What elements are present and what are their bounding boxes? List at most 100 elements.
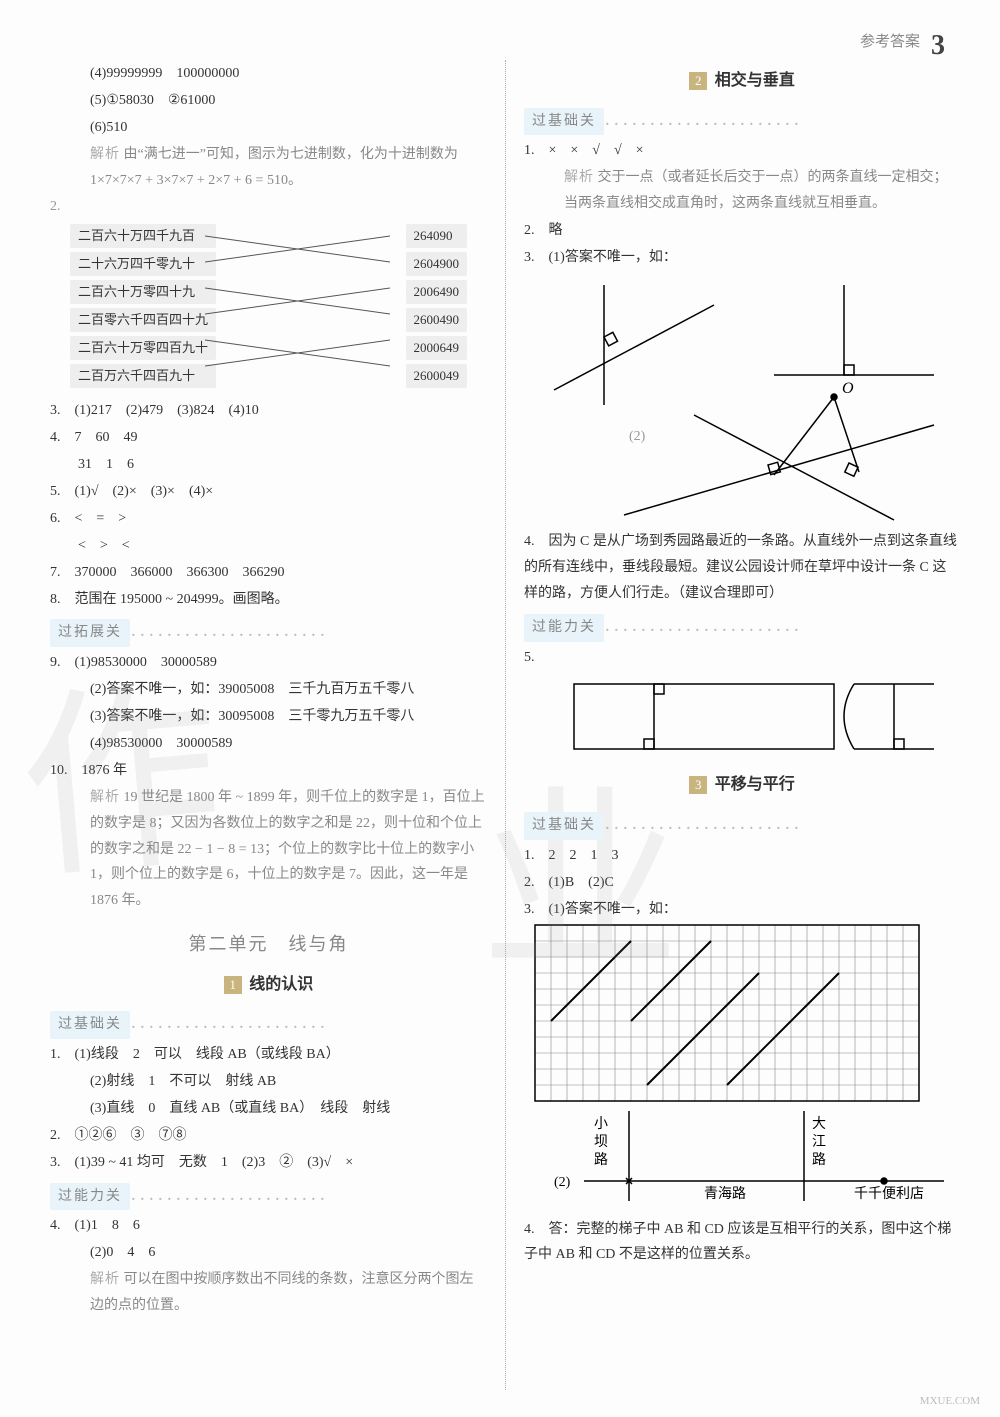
roadmap-svg: 小 坝 路 大 江 路 青海路 千千便利店 (2) [554,1106,954,1216]
explain-label-10: 解析 [90,790,120,805]
rp3: 3. (1)答案不唯一，如： [524,897,960,923]
q8: 8. 范围在 195000 ~ 204999。画图略。 [50,587,487,613]
road-v1a: 小 [594,1116,608,1132]
q6a: 6. < = > [50,506,487,532]
explain-text-4: 可以在图中按顺序数出不同线的条数，注意区分两个图左边的点的位置。 [90,1272,474,1313]
road-map: 小 坝 路 大 江 路 青海路 千千便利店 (2) [554,1106,960,1216]
t1q1b: (2)射线 1 不可以 射线 AB [50,1069,487,1095]
explain-r1: 解析 交于一点（或者延长后交于一点）的两条直线一定相交；当两条直线相交成直角时，… [524,165,960,217]
explain-label: 解析 [90,147,120,162]
t1q2: 2. ①②⑥ ③ ⑦⑧ [50,1123,487,1149]
road-h: 青海路 [704,1186,746,1202]
section-basic-l: 过基础关 [50,1011,130,1039]
dots: ．．．．．．．．．．．．．．．．．．．．．． [130,1017,335,1032]
match-right-item: 2600049 [406,364,468,388]
r3: 3. (1)答案不唯一，如： [524,245,960,271]
dots: ．．．．．．．．．．．．．．．．．．．．．． [604,620,809,635]
q9b: (2)答案不唯一，如：39005008 三千九百万五千零八 [50,677,487,703]
q10a: 10. 1876 年 [50,758,487,784]
geometry-1: O (2) [544,275,960,525]
explain-10: 解析 19 世纪是 1800 年 ~ 1899 年，则千位上的数字是 1，百位上… [50,785,487,914]
topic-1-num: 1 [224,976,242,994]
q2-num: 2. [50,194,70,220]
right-column: 2 相交与垂直 过基础关．．．．．．．．．．．．．．．．．．．．．． 1. × … [505,60,960,1390]
topic-3-num: 3 [689,776,707,794]
t1q4a: 4. (1)1 8 6 [50,1213,487,1239]
t1q1a: 1. (1)线段 2 可以 线段 AB（或线段 BA） [50,1042,487,1068]
t1q1c: (3)直线 0 直线 AB（或直线 BA） 线段 射线 [50,1096,487,1122]
match-left-item: 二百零六千四百四十九 [70,308,216,332]
q5: 5. (1)√ (2)× (3)× (4)× [50,479,487,505]
header-label: 参考答案 [860,34,920,50]
road-v1b: 坝 [594,1134,608,1150]
label-O: O [842,380,854,397]
q7: 7. 370000 366000 366300 366290 [50,560,487,586]
q9a: 9. (1)98530000 30000589 [50,650,487,676]
match-left-item: 二百六十万四千九百 [70,224,216,248]
match-right-item: 264090 [406,224,468,248]
page-number: 3 [931,30,945,62]
road-v2b: 江 [812,1134,826,1150]
road-v1c: 路 [594,1152,608,1168]
rp4: 4. 答：完整的梯子中 AB 和 CD 应该是互相平行的关系，图中这个梯子中 A… [524,1217,960,1269]
geometry-2 [544,674,960,764]
q9c: (3)答案不唯一，如：30095008 三千零九万五千零八 [50,704,487,730]
ans-4: (4)99999999 100000000 [50,61,487,87]
topic-2-num: 2 [689,72,707,90]
dots: ．．．．．．．．．．．．．．．．．．．．．． [130,625,335,640]
explain-text: 由“满七进一”可知，图示为七进制数，化为十进制数为 1×7×7×7 + 3×7×… [90,147,458,188]
section-basic-r2: 过基础关 [524,812,604,840]
section-ability-r: 过能力关 [524,614,604,642]
topic-1-text: 线的认识 [249,976,313,993]
matching-diagram: 二百六十万四千九百二十六万四千零九十二百六十万零四十九二百零六千四百四十九二百六… [70,224,487,394]
match-right-item: 2604900 [406,252,468,276]
r5: 5. [524,645,960,671]
road-v2a: 大 [812,1116,826,1132]
r1: 1. × × √ √ × [524,138,960,164]
explain-1: 解析 由“满七进一”可知，图示为七进制数，化为十进制数为 1×7×7×7 + 3… [50,142,487,194]
q2: 2. [50,194,487,220]
r2: 2. 略 [524,218,960,244]
section-expand: 过拓展关 [50,619,130,647]
geo1-svg: O (2) [544,275,944,525]
q4b: 31 1 6 [50,452,487,478]
topic-1: 1 线的认识 [50,970,487,1000]
explain-label-4: 解析 [90,1272,120,1287]
match-left-item: 二百六十万零四百九十 [70,336,216,360]
rp1: 1. 2 2 1 3 [524,843,960,869]
ans-5: (5)①58030 ②61000 [50,88,487,114]
q9d: (4)98530000 30000589 [50,731,487,757]
match-right-item: 2600490 [406,308,468,332]
match-right-item: 2006490 [406,280,468,304]
q4a: 4. 7 60 49 [50,425,487,451]
road-label2: (2) [554,1175,571,1190]
match-left-item: 二百六十万零四十九 [70,280,216,304]
topic-3: 3 平移与平行 [524,770,960,800]
r4: 4. 因为 C 是从广场到秀园路最近的一条路。从直线外一点到这条直线的所有连线中… [524,529,960,607]
explain-r1-lbl: 解析 [564,170,594,185]
topic-3-text: 平移与平行 [715,776,795,793]
match-left-item: 二十六万四千零九十 [70,252,216,276]
road-v2c: 路 [812,1152,826,1168]
topic-2: 2 相交与垂直 [524,66,960,96]
section-basic-r: 过基础关 [524,108,604,136]
dots: ．．．．．．．．．．．．．．．．．．．．．． [604,818,809,833]
grid-diagram [534,924,920,1102]
road-shop: 千千便利店 [854,1186,924,1202]
unit-2-title: 第二单元 线与角 [50,928,487,961]
site-watermark: MXUE.COM [920,1395,980,1407]
q6b: < > < [50,533,487,559]
q3: 3. (1)217 (2)479 (3)824 (4)10 [50,398,487,424]
explain-text-10: 19 世纪是 1800 年 ~ 1899 年，则千位上的数字是 1，百位上的数字… [90,790,485,909]
rp2: 2. (1)B (2)C [524,870,960,896]
dots: ．．．．．．．．．．．．．．．．．．．．．． [130,1189,335,1204]
left-column: (4)99999999 100000000 (5)①58030 ②61000 (… [50,60,505,1390]
match-lines [205,224,390,394]
explain-4: 解析 可以在图中按顺序数出不同线的条数，注意区分两个图左边的点的位置。 [50,1267,487,1319]
geo2-svg [544,674,944,764]
topic-2-text: 相交与垂直 [715,72,795,89]
t1q3: 3. (1)39 ~ 41 均可 无数 1 (2)3 ② (3)√ × [50,1150,487,1176]
ans-6: (6)510 [50,115,487,141]
section-ability-l: 过能力关 [50,1183,130,1211]
explain-r1-text: 交于一点（或者延长后交于一点）的两条直线一定相交；当两条直线相交成直角时，这两条… [564,170,948,211]
